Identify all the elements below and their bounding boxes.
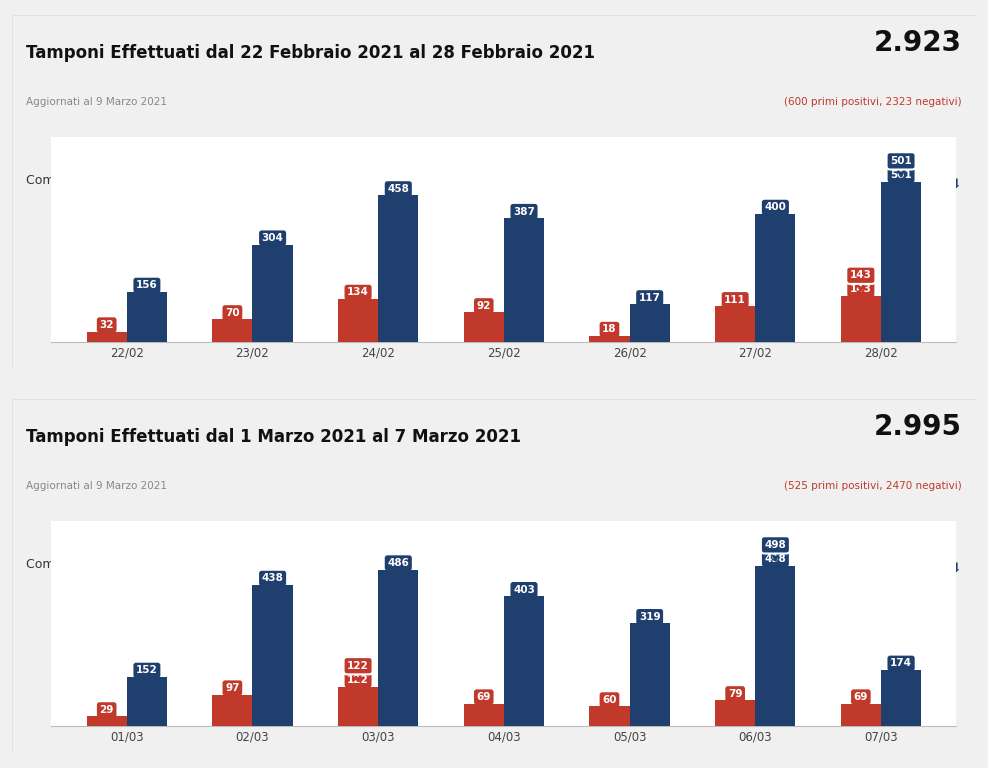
Bar [504,218,544,342]
Bar [715,700,755,726]
Text: Aggiornati al 9 Marzo 2021: Aggiornati al 9 Marzo 2021 [27,97,167,107]
Bar [504,596,544,726]
Text: 458: 458 [387,184,409,194]
Text: Tamponi Effettuati dal 22 Febbraio 2021 al 28 Febbraio 2021: Tamponi Effettuati dal 22 Febbraio 2021 … [27,44,596,61]
Text: ⬇: ⬇ [951,178,961,191]
Text: 111: 111 [724,295,746,305]
Text: 143: 143 [850,284,871,294]
Text: 486: 486 [387,558,409,568]
Bar [126,292,167,342]
Text: 69: 69 [854,692,868,702]
Text: Aggiornati al 9 Marzo 2021: Aggiornati al 9 Marzo 2021 [27,481,167,491]
Text: 69: 69 [476,692,491,702]
Text: 29: 29 [100,705,114,715]
Text: 70: 70 [225,308,240,318]
Text: 174: 174 [890,658,912,668]
Bar [755,566,795,726]
Text: 2.995: 2.995 [873,413,961,442]
Bar [463,703,504,726]
Text: 79: 79 [728,689,742,699]
Text: 152: 152 [136,665,158,675]
Text: Tamponi Effettuati dal 1 Marzo 2021 al 7 Marzo 2021: Tamponi Effettuati dal 1 Marzo 2021 al 7… [27,428,522,445]
Text: 498: 498 [765,540,786,560]
Bar [629,623,670,726]
Legend: Positivi, Negativi: Positivi, Negativi [411,156,577,179]
Text: 134: 134 [347,287,369,297]
Text: 18: 18 [603,324,617,334]
Bar [629,304,670,342]
Text: 156: 156 [136,280,158,290]
Text: 400: 400 [765,202,786,212]
Text: 403: 403 [513,584,535,594]
Text: 122: 122 [347,675,369,685]
Bar [338,299,378,342]
Text: Comune di Castellammare di Stabia: Comune di Castellammare di Stabia [27,558,252,571]
Bar [338,687,378,726]
Bar [463,313,504,342]
Text: 117: 117 [639,293,661,303]
Text: 122: 122 [347,660,369,681]
Text: Comune di Castellammare di Stabia: Comune di Castellammare di Stabia [27,174,252,187]
Bar [253,245,292,342]
Text: 498: 498 [765,554,786,564]
Text: 387: 387 [513,207,535,217]
Bar [881,670,921,726]
Bar [881,182,921,342]
Bar [755,214,795,342]
Text: 501: 501 [890,156,912,176]
Legend: Positivi, Negativi: Positivi, Negativi [411,540,577,563]
Text: 92: 92 [476,301,491,311]
Text: 304: 304 [262,233,284,243]
Bar [87,332,126,342]
Text: 143: 143 [850,270,871,290]
Bar [841,703,881,726]
Bar [590,336,629,342]
Text: (600 primi positivi, 2323 negativi): (600 primi positivi, 2323 negativi) [784,97,961,107]
Text: 319: 319 [639,611,661,621]
Text: ⬇: ⬇ [951,562,961,575]
Bar [87,717,126,726]
Text: 32: 32 [100,320,114,330]
Text: 60: 60 [603,695,617,705]
Text: 97: 97 [225,683,240,693]
Bar [715,306,755,342]
Bar [212,319,253,342]
Bar [253,585,292,726]
Bar [126,677,167,726]
Bar [212,694,253,726]
Text: 2.923: 2.923 [873,29,961,58]
Text: 438: 438 [262,574,284,584]
Bar [378,570,418,726]
Text: (525 primi positivi, 2470 negativi): (525 primi positivi, 2470 negativi) [783,481,961,491]
Bar [841,296,881,342]
Bar [590,707,629,726]
Text: 501: 501 [890,170,912,180]
Bar [378,195,418,342]
